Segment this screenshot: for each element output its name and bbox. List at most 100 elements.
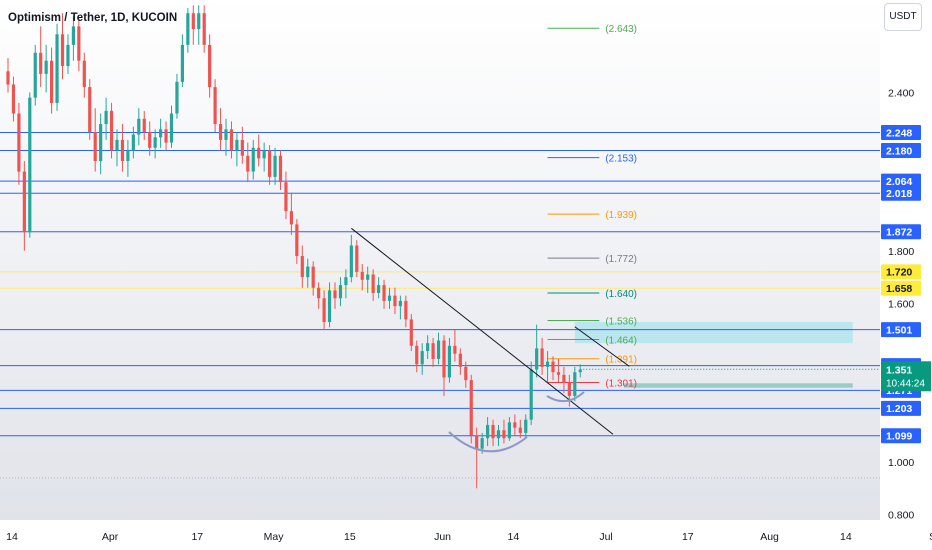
price-axis-label-bg [881, 142, 921, 158]
bar-countdown: 10:44:24 [886, 378, 925, 389]
candle-body [77, 26, 81, 61]
candle-body [169, 113, 174, 143]
candle-body [344, 277, 348, 286]
price-axis-label: 1.203 [886, 403, 912, 415]
zone-rect [574, 322, 853, 344]
fib-level-label: (2.153) [605, 154, 637, 165]
fib-level-label: (1.464) [605, 335, 637, 346]
candle-body [278, 155, 283, 183]
candle-body [464, 366, 468, 381]
candle-body [289, 211, 293, 225]
candle-body [137, 118, 141, 135]
candle-body [426, 343, 430, 352]
trendline [574, 326, 630, 367]
candle-body [273, 155, 277, 177]
candle-body [415, 345, 419, 365]
candle-body [71, 26, 75, 45]
candle-body [540, 348, 544, 367]
candle-body [491, 424, 495, 439]
candle-body [229, 129, 234, 151]
candle-body [480, 438, 484, 449]
zone-rect [623, 383, 853, 388]
candle-body [578, 369, 582, 373]
candle-body [33, 52, 37, 98]
price-axis-label: 2.180 [886, 145, 912, 157]
candle-body [322, 298, 326, 323]
candle-body [109, 110, 114, 151]
candle-body [284, 182, 288, 212]
price-axis-label-bg [881, 173, 921, 189]
candle-body [409, 319, 413, 346]
price-axis-label-bg [881, 280, 921, 296]
candle-body [99, 124, 103, 162]
candle-body [104, 110, 108, 125]
candle-body [164, 129, 168, 143]
candle-body [524, 419, 528, 433]
candle-body [224, 129, 228, 140]
price-axis-label: 2.248 [886, 127, 912, 139]
price-axis-label: 1.720 [886, 267, 912, 279]
x-tick-label: 17 [682, 531, 694, 543]
candle-body [300, 256, 304, 278]
candle-body [496, 430, 501, 439]
candle-body [393, 295, 397, 307]
candle-body [22, 171, 26, 233]
candle-body [240, 139, 244, 156]
candle-body [218, 124, 223, 140]
candle-body [327, 290, 332, 323]
candle-body [486, 424, 490, 439]
candle-body [60, 34, 65, 66]
y-tick-label: 0.800 [888, 510, 914, 522]
price-axis-label-bg [881, 428, 921, 444]
current-price-label-bg [881, 361, 931, 392]
x-tick-label: Jul [599, 531, 612, 543]
candle-body [115, 139, 119, 151]
candle-body [197, 13, 201, 30]
y-tick-label: 1.800 [888, 246, 914, 258]
candle-body [453, 345, 457, 354]
candle-body [44, 60, 48, 74]
candle-body [507, 422, 511, 439]
candle-body [208, 44, 212, 88]
candle-body [360, 271, 364, 280]
candle-body [535, 348, 539, 370]
x-tick-label: Jun [434, 531, 451, 543]
price-axis-label: 2.064 [886, 176, 912, 188]
candle-body [186, 13, 190, 45]
candle-body [529, 369, 533, 420]
candle-body [333, 290, 337, 299]
candle-body [431, 343, 435, 359]
candle-body [191, 13, 195, 30]
fib-level-label: (1.640) [605, 289, 637, 300]
candle-body [235, 139, 239, 151]
candle-body [371, 274, 375, 293]
x-tick-label: Sep [929, 531, 932, 543]
candle-body [317, 287, 321, 299]
y-tick-label: 1.600 [888, 299, 914, 311]
x-tick-label: 14 [6, 531, 18, 543]
fib-level-label: (2.643) [605, 24, 637, 35]
candle-body [257, 147, 261, 159]
candle-body [567, 382, 571, 396]
candle-body [6, 71, 10, 85]
candle-body [246, 155, 250, 172]
candle-body [349, 245, 353, 278]
candle-body [573, 372, 577, 396]
candle-body [513, 422, 517, 428]
candle-body [142, 118, 146, 132]
x-tick-label: 15 [344, 531, 356, 543]
candle-body [55, 34, 59, 103]
candle-body [338, 285, 343, 299]
candle-body [562, 374, 566, 383]
candle-body [387, 295, 392, 301]
candle-body [447, 345, 452, 378]
price-axis-label-bg [881, 264, 921, 280]
candle-body [311, 266, 315, 288]
candle-body [366, 274, 370, 280]
chart-title: Optimism / Tether, 1D, KUCOIN [8, 12, 178, 24]
candle-body [355, 245, 359, 272]
currency-selector[interactable]: USDT [884, 3, 922, 31]
candle-body [295, 224, 299, 257]
candle-body [469, 380, 473, 436]
